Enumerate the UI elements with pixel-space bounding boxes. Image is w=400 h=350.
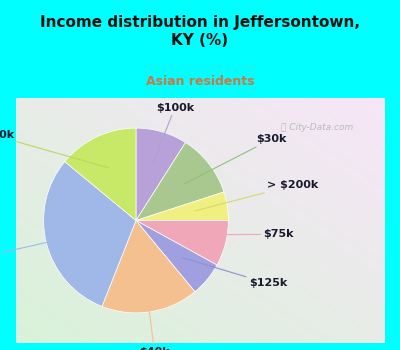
Text: $100k: $100k (153, 103, 194, 163)
Text: $30k: $30k (184, 134, 286, 184)
Text: $125k: $125k (183, 258, 287, 288)
Wedge shape (102, 220, 195, 313)
Wedge shape (136, 142, 224, 220)
Text: Asian residents: Asian residents (146, 75, 254, 88)
Text: Income distribution in Jeffersontown,
KY (%): Income distribution in Jeffersontown, KY… (40, 15, 360, 48)
Text: $40k: $40k (139, 280, 170, 350)
Text: $75k: $75k (194, 229, 294, 239)
Text: ⓘ City-Data.com: ⓘ City-Data.com (281, 123, 353, 132)
Wedge shape (136, 220, 217, 292)
Wedge shape (65, 128, 136, 220)
Wedge shape (136, 192, 228, 220)
Wedge shape (136, 128, 186, 220)
Text: > $200k: > $200k (195, 180, 318, 211)
Text: $150k: $150k (0, 131, 109, 168)
Wedge shape (136, 220, 228, 265)
Wedge shape (44, 162, 136, 306)
Text: $200k: $200k (0, 235, 78, 262)
